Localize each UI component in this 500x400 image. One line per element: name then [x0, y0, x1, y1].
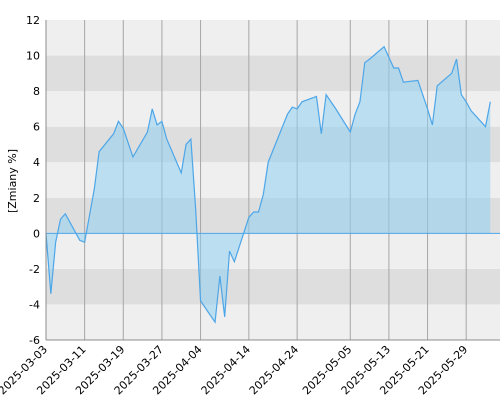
- y-tick-labels: 12 10 8 6 4 2 0 -2 -4 -6: [26, 14, 40, 347]
- x-tick-labels: 2025-03-032025-03-112025-03-192025-03-27…: [0, 343, 470, 397]
- y-tick-label: -4: [29, 298, 40, 311]
- area-fill: [46, 46, 491, 323]
- grid-band: [46, 268, 500, 305]
- y-tick-label: 0: [33, 227, 40, 240]
- x-tick-label: 2025-04-14: [199, 343, 253, 397]
- grid-band: [46, 304, 500, 340]
- y-tick-label: 2: [33, 192, 40, 205]
- y-tick-label: 4: [33, 156, 40, 169]
- y-tick-label: 6: [33, 121, 40, 134]
- grid-band: [46, 55, 500, 92]
- series-line: [45, 45, 491, 324]
- series-area: [45, 45, 500, 324]
- y-tick-label: -2: [29, 263, 40, 276]
- y-tick-label: -6: [29, 334, 40, 347]
- y-tick-label: 10: [26, 50, 40, 63]
- grid-band: [46, 233, 500, 269]
- x-tick-label: 2025-04-24: [247, 343, 301, 397]
- axes: [45, 20, 500, 341]
- y-tick-label: 8: [33, 85, 40, 98]
- grid-band: [46, 20, 500, 56]
- y-tick-label: 12: [26, 14, 40, 27]
- y-axis-label: [Zmiany %]: [6, 149, 19, 213]
